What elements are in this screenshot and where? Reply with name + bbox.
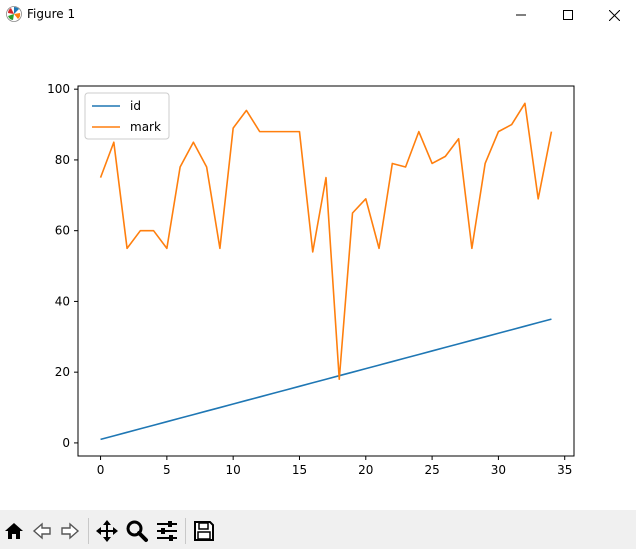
title-bar: Figure 1 <box>0 0 636 30</box>
zoom-icon <box>126 520 148 542</box>
minimize-icon <box>516 14 526 16</box>
y-tick-label: 60 <box>55 224 70 238</box>
matplotlib-logo-icon <box>5 5 23 23</box>
pan-icon <box>96 520 118 542</box>
window-title: Figure 1 <box>27 7 76 21</box>
x-tick-label: 10 <box>226 463 241 477</box>
maximize-icon <box>563 10 573 20</box>
series-line-id <box>100 318 552 441</box>
figure-canvas[interactable]: 0 5 10 15 20 25 30 35 0 20 40 60 80 100 id mark <box>0 30 636 510</box>
toolbar-separator <box>185 518 186 544</box>
forward-button[interactable] <box>57 518 83 544</box>
x-tick-label: 35 <box>557 463 572 477</box>
forward-icon <box>61 522 80 540</box>
close-icon <box>608 9 620 21</box>
series-line-mark <box>99 102 553 381</box>
home-icon <box>5 523 23 539</box>
toolbar-separator <box>88 518 89 544</box>
configure-subplots-icon <box>157 521 177 541</box>
y-tick-label: 100 <box>47 82 70 96</box>
plot-lines <box>99 102 553 441</box>
x-tick-label: 5 <box>163 463 171 477</box>
save-button[interactable] <box>191 518 217 544</box>
y-tick-label: 40 <box>55 294 70 308</box>
line-chart: 0 5 10 15 20 25 30 35 0 20 40 60 80 100 id mark <box>47 82 575 477</box>
home-button[interactable] <box>1 518 27 544</box>
y-tick-label: 20 <box>55 365 70 379</box>
legend-label: mark <box>130 120 161 134</box>
configure-subplots-button[interactable] <box>154 518 180 544</box>
zoom-button[interactable] <box>124 518 150 544</box>
navigation-toolbar <box>0 510 636 549</box>
back-button[interactable] <box>29 518 55 544</box>
save-icon <box>194 521 214 541</box>
x-tick-label: 30 <box>491 463 506 477</box>
legend-label: id <box>130 99 141 113</box>
y-tick-label: 80 <box>55 153 70 167</box>
minimize-button[interactable] <box>498 0 544 30</box>
y-tick-label: 0 <box>62 436 70 450</box>
maximize-button[interactable] <box>545 0 591 30</box>
close-button[interactable] <box>591 0 636 30</box>
axes-frame <box>77 85 575 457</box>
pan-button[interactable] <box>94 518 120 544</box>
x-tick-label: 0 <box>97 463 105 477</box>
back-icon <box>32 522 51 540</box>
legend: id mark <box>84 92 170 140</box>
x-tick-label: 25 <box>424 463 439 477</box>
x-axis: 0 5 10 15 20 25 30 35 <box>97 456 572 477</box>
y-axis: 0 20 40 60 80 100 <box>47 82 78 450</box>
x-tick-label: 20 <box>358 463 373 477</box>
x-tick-label: 15 <box>292 463 307 477</box>
